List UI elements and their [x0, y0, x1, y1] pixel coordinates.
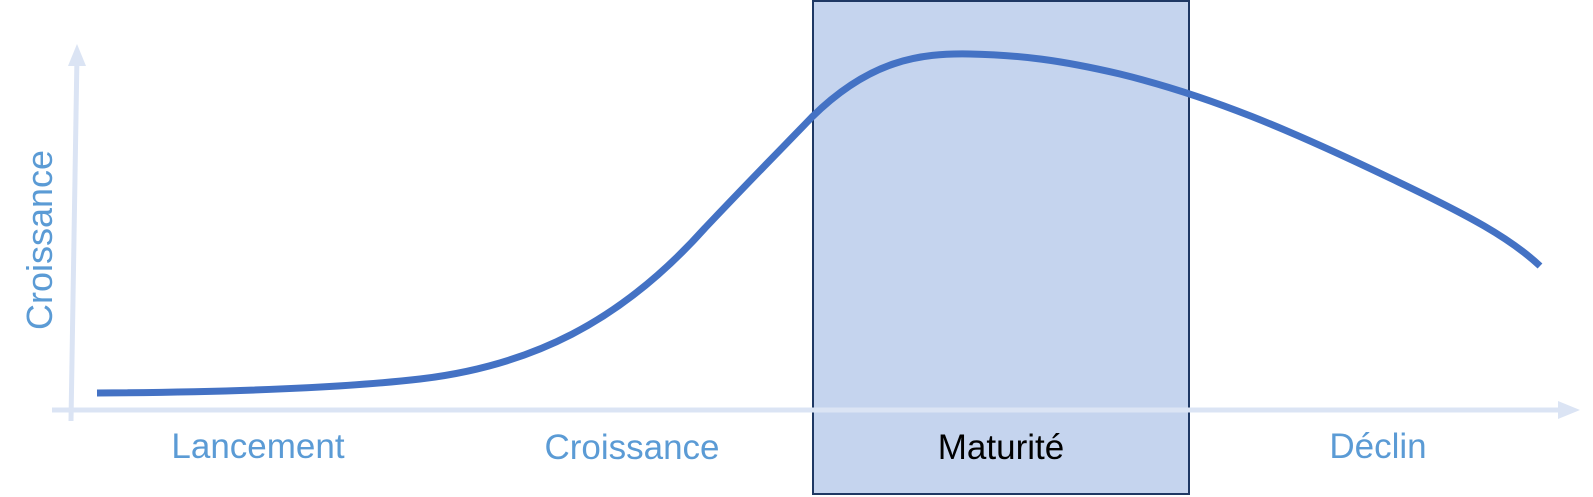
y-axis-label: Croissance: [19, 150, 60, 330]
lifecycle-curve: [96, 50, 1543, 397]
phase-label-maturite: Maturité: [938, 428, 1064, 467]
y-axis: [68, 54, 80, 422]
phase-label-croissance: Croissance: [544, 428, 719, 467]
phase-label-declin: Déclin: [1329, 427, 1426, 466]
phase-label-lancement: Lancement: [171, 427, 344, 466]
y-axis-arrowhead: [68, 44, 86, 66]
x-axis-arrowhead: [1558, 401, 1580, 419]
